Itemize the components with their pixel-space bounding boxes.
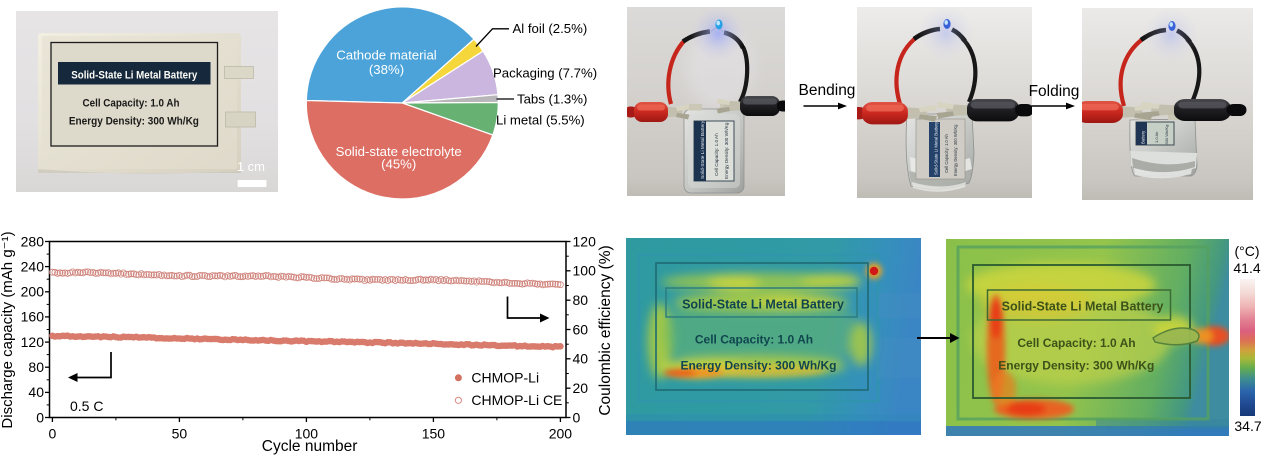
svg-text:Cell Capacity: 1.0 Ah: Cell Capacity: 1.0 Ah	[1017, 336, 1135, 350]
svg-text:Cathode material: Cathode material	[336, 48, 436, 63]
svg-text:Energy Density: 300 Wh/Kg: Energy Density: 300 Wh/Kg	[69, 115, 199, 127]
svg-text:40: 40	[28, 384, 44, 400]
svg-text:120: 120	[573, 233, 597, 249]
svg-text:Energy Density: 300 Wh/Kg: Energy Density: 300 Wh/Kg	[724, 122, 729, 179]
svg-text:Solid-State Li Metal Battery: Solid-State Li Metal Battery	[700, 120, 706, 179]
svg-text:100: 100	[573, 263, 597, 279]
svg-text:Al foil (2.5%): Al foil (2.5%)	[513, 21, 588, 36]
svg-text:60: 60	[573, 321, 589, 337]
svg-text:Cell Capacity: 1.0 Ah: Cell Capacity: 1.0 Ah	[695, 333, 813, 347]
svg-text:100: 100	[295, 426, 319, 442]
svg-text:Li metal (5.5%): Li metal (5.5%)	[496, 113, 585, 128]
svg-text:120: 120	[21, 334, 45, 350]
svg-text:Tabs (1.3%): Tabs (1.3%)	[517, 92, 587, 107]
svg-text:Solid-State Li Metal Battery: Solid-State Li Metal Battery	[682, 298, 844, 312]
svg-text:80: 80	[28, 359, 44, 375]
svg-text:160: 160	[21, 309, 45, 325]
svg-text:Coulombic efficiency (%): Coulombic efficiency (%)	[597, 245, 614, 415]
svg-text:Cell Capacity: 1.0 Ah: Cell Capacity: 1.0 Ah	[714, 133, 719, 176]
svg-text:Discharge capacity (mAh g⁻¹): Discharge capacity (mAh g⁻¹)	[0, 231, 16, 428]
svg-text:1.0 Ah: 1.0 Ah	[1154, 132, 1159, 143]
svg-text:240: 240	[21, 258, 45, 274]
svg-text:Cell Capacity: 1.0 Ah: Cell Capacity: 1.0 Ah	[83, 97, 180, 109]
svg-text:0: 0	[49, 426, 57, 442]
svg-text:300 Wh/Kg: 300 Wh/Kg	[1164, 125, 1169, 145]
svg-text:Cycle number: Cycle number	[262, 438, 358, 455]
svg-text:Battery: Battery	[1141, 130, 1146, 144]
svg-text:(45%): (45%)	[381, 156, 416, 171]
svg-text:Cell Capacity: 1.0 Ah: Cell Capacity: 1.0 Ah	[944, 133, 949, 173]
svg-text:200: 200	[21, 284, 45, 300]
svg-text:Solid-State Li Metal Battery: Solid-State Li Metal Battery	[71, 69, 197, 81]
svg-text:1 cm: 1 cm	[237, 159, 265, 174]
svg-text:Solid-state electrolyte: Solid-state electrolyte	[336, 144, 462, 159]
svg-text:0.5 C: 0.5 C	[70, 398, 103, 414]
svg-text:Packaging (7.7%): Packaging (7.7%)	[493, 65, 597, 80]
svg-text:0: 0	[36, 409, 44, 425]
svg-text:150: 150	[422, 426, 446, 442]
svg-text:(38%): (38%)	[369, 62, 404, 77]
svg-text:40: 40	[573, 351, 589, 367]
svg-text:0: 0	[573, 409, 581, 425]
svg-text:Energy Density: 300 Wh/Kg: Energy Density: 300 Wh/Kg	[998, 359, 1154, 373]
svg-text:80: 80	[573, 292, 589, 308]
svg-text:20: 20	[573, 380, 589, 396]
svg-text:280: 280	[21, 233, 45, 249]
svg-text:Energy Density: 300 Wh/Kg: Energy Density: 300 Wh/Kg	[953, 124, 958, 176]
svg-text:CHMOP-Li CE: CHMOP-Li CE	[471, 392, 562, 408]
svg-text:200: 200	[549, 426, 573, 442]
svg-text:Solid-State Li Metal Battery: Solid-State Li Metal Battery	[1002, 300, 1164, 314]
svg-text:50: 50	[172, 426, 188, 442]
svg-text:Energy Density: 300 Wh/Kg: Energy Density: 300 Wh/Kg	[680, 359, 836, 373]
svg-text:CHMOP-Li: CHMOP-Li	[471, 369, 539, 385]
svg-text:Solid-State Li Metal Battery: Solid-State Li Metal Battery	[934, 121, 939, 175]
